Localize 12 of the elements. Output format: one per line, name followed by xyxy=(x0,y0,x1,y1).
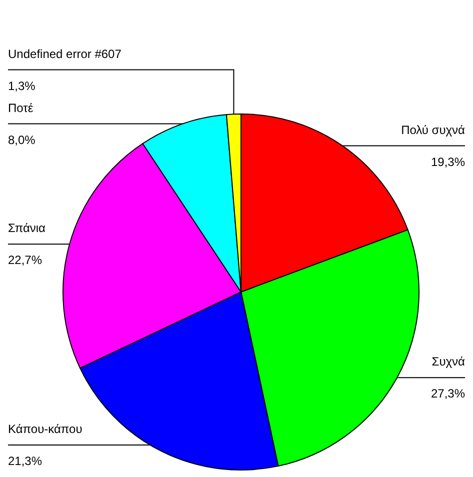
data-label: 21,3% xyxy=(8,454,42,468)
slice-label: Πολύ συχνά xyxy=(401,122,466,137)
slice-label: Σπάνια xyxy=(8,221,46,236)
slice-label: Undefined error #607 xyxy=(8,46,122,61)
data-label: 19,3% xyxy=(430,154,466,169)
slice-label: Κάπου-κάπου xyxy=(8,422,82,436)
slice-label: Ποτέ xyxy=(8,100,34,115)
data-label: 8,0% xyxy=(8,132,36,147)
data-label: 1,3% xyxy=(8,78,36,93)
data-label: 27,3% xyxy=(430,386,466,401)
data-label: 22,7% xyxy=(8,253,42,268)
slice-label: Συχνά xyxy=(432,354,466,369)
